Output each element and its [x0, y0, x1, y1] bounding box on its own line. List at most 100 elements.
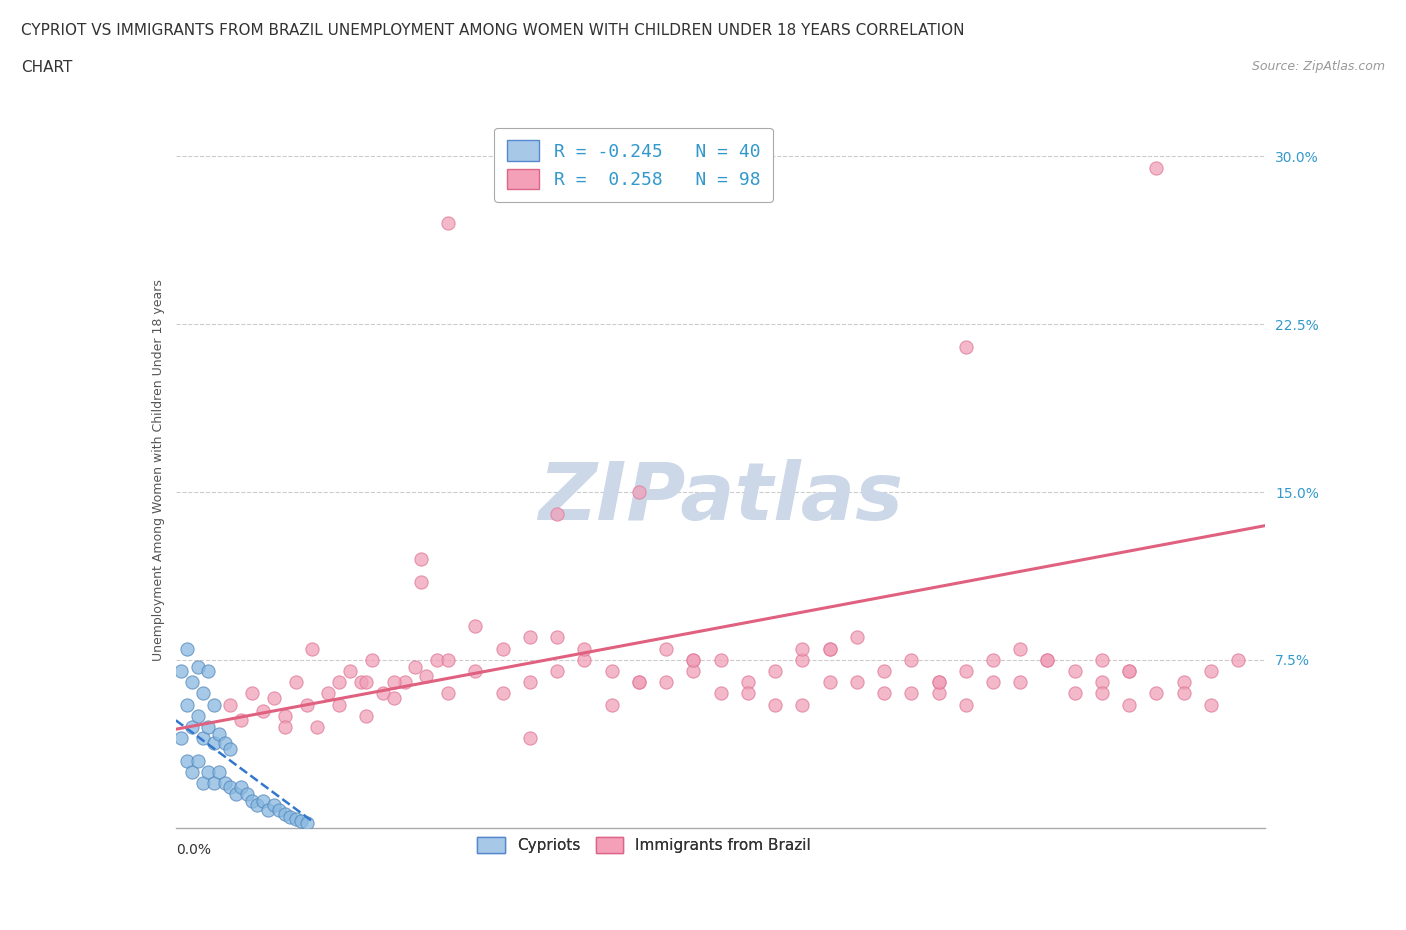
Point: [955, 664, 977, 679]
Point: [928, 675, 950, 690]
Point: [170, 664, 193, 679]
Point: [845, 675, 868, 690]
Point: [763, 664, 786, 679]
Point: [301, 642, 323, 657]
Point: [176, 698, 198, 712]
Point: [284, 811, 307, 826]
Point: [682, 664, 704, 679]
Point: [219, 742, 242, 757]
Point: [792, 653, 814, 668]
Point: [382, 690, 405, 705]
Point: [492, 686, 515, 701]
Point: [1144, 686, 1167, 701]
Point: [437, 686, 460, 701]
Point: [627, 675, 650, 690]
Point: [1010, 642, 1032, 657]
Point: [519, 731, 541, 746]
Point: [710, 686, 733, 701]
Point: [274, 709, 297, 724]
Y-axis label: Unemployment Among Women with Children Under 18 years: Unemployment Among Women with Children U…: [152, 279, 165, 660]
Point: [235, 787, 257, 802]
Point: [231, 712, 253, 727]
Point: [818, 642, 841, 657]
Point: [252, 793, 274, 808]
Point: [519, 675, 541, 690]
Text: CYPRIOT VS IMMIGRANTS FROM BRAZIL UNEMPLOYMENT AMONG WOMEN WITH CHILDREN UNDER 1: CYPRIOT VS IMMIGRANTS FROM BRAZIL UNEMPL…: [21, 23, 965, 38]
Point: [655, 642, 678, 657]
Point: [225, 787, 247, 802]
Point: [350, 675, 373, 690]
Point: [1199, 664, 1222, 679]
Point: [981, 675, 1004, 690]
Point: [955, 698, 977, 712]
Point: [1173, 675, 1195, 690]
Point: [219, 698, 242, 712]
Point: [284, 675, 307, 690]
Point: [1036, 653, 1059, 668]
Point: [339, 664, 361, 679]
Point: [1036, 653, 1059, 668]
Point: [328, 675, 350, 690]
Point: [928, 675, 950, 690]
Point: [202, 736, 225, 751]
Point: [1063, 664, 1085, 679]
Text: Source: ZipAtlas.com: Source: ZipAtlas.com: [1251, 60, 1385, 73]
Point: [290, 814, 312, 829]
Point: [818, 675, 841, 690]
Point: [955, 339, 977, 354]
Point: [191, 776, 214, 790]
Point: [394, 675, 416, 690]
Point: [202, 698, 225, 712]
Point: [1091, 686, 1114, 701]
Point: [655, 675, 678, 690]
Point: [437, 216, 460, 231]
Point: [546, 630, 568, 644]
Point: [269, 803, 291, 817]
Point: [170, 731, 193, 746]
Point: [600, 664, 623, 679]
Point: [1010, 675, 1032, 690]
Point: [186, 659, 209, 674]
Point: [295, 698, 318, 712]
Point: [186, 753, 209, 768]
Point: [682, 653, 704, 668]
Point: [546, 507, 568, 522]
Point: [437, 653, 460, 668]
Point: [1091, 653, 1114, 668]
Point: [191, 686, 214, 701]
Point: [197, 720, 219, 735]
Point: [202, 776, 225, 790]
Point: [492, 642, 515, 657]
Point: [382, 675, 405, 690]
Point: [176, 753, 198, 768]
Point: [627, 485, 650, 499]
Point: [900, 686, 922, 701]
Point: [181, 720, 204, 735]
Text: CHART: CHART: [21, 60, 73, 75]
Point: [252, 704, 274, 719]
Point: [356, 709, 378, 724]
Point: [1173, 686, 1195, 701]
Point: [1063, 686, 1085, 701]
Point: [737, 686, 759, 701]
Point: [176, 642, 198, 657]
Point: [274, 807, 297, 822]
Point: [873, 664, 896, 679]
Point: [845, 630, 868, 644]
Point: [181, 764, 204, 779]
Point: [574, 642, 596, 657]
Point: [546, 664, 568, 679]
Point: [274, 720, 297, 735]
Point: [1144, 160, 1167, 175]
Point: [981, 653, 1004, 668]
Point: [257, 803, 280, 817]
Point: [627, 675, 650, 690]
Point: [214, 736, 236, 751]
Point: [519, 630, 541, 644]
Point: [328, 698, 350, 712]
Point: [409, 551, 432, 566]
Point: [208, 764, 231, 779]
Point: [426, 653, 449, 668]
Point: [792, 698, 814, 712]
Point: [415, 668, 437, 683]
